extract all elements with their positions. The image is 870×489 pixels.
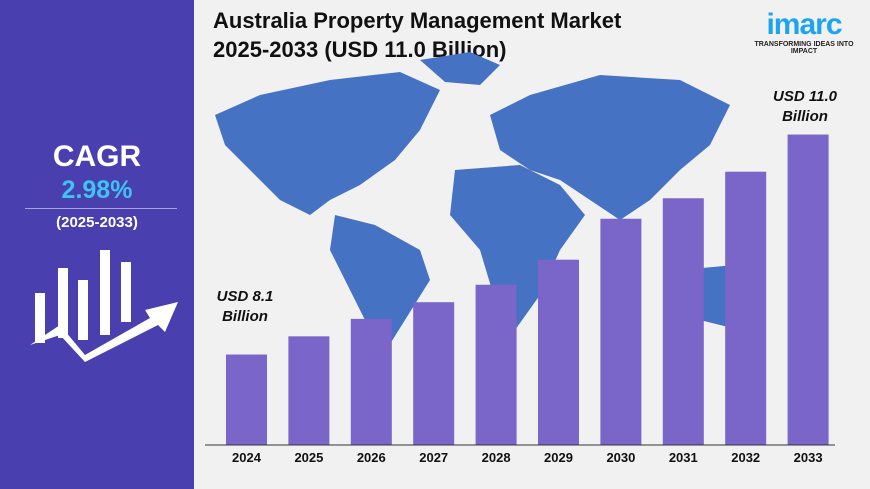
bar-2030	[600, 218, 642, 445]
x-tick-label: 2024	[232, 450, 262, 465]
bar-2024	[226, 354, 267, 445]
bar-2029	[538, 259, 579, 445]
x-tick-label: 2027	[419, 450, 448, 465]
end-annotation-line1: USD 11.0	[773, 88, 837, 105]
end-annotation-line2: Billion	[782, 108, 828, 125]
bar-2033	[787, 134, 829, 446]
x-tick-label: 2033	[794, 450, 823, 465]
imarc-logo: imarc TRANSFORMING IDEAS INTO IMPACT	[742, 8, 866, 55]
divider	[25, 208, 177, 209]
logo-text: imarc	[766, 8, 842, 41]
x-tick-label: 2032	[731, 450, 760, 465]
start-annotation: USD 8.1 Billion	[200, 287, 290, 327]
cagr-panel: CAGR 2.98% (2025-2033)	[0, 0, 194, 489]
bar-2025	[288, 336, 330, 445]
bar-2028	[475, 284, 517, 445]
cagr-period: (2025-2033)	[56, 214, 138, 231]
growth-chart-icon	[30, 250, 178, 362]
bar-2032	[725, 171, 767, 445]
x-tick-label: 2028	[482, 450, 511, 465]
bar-2027	[413, 302, 455, 445]
cagr-label: CAGR	[52, 140, 142, 173]
start-annotation-line1: USD 8.1	[216, 288, 274, 305]
x-tick-label: 2030	[606, 450, 635, 465]
x-tick-label: 2026	[357, 450, 386, 465]
x-tick-label: 2029	[544, 450, 573, 465]
cagr-value: 2.98%	[61, 176, 133, 204]
start-annotation-line2: Billion	[222, 308, 268, 325]
x-tick-label: 2031	[669, 450, 698, 465]
logo-tagline: TRANSFORMING IDEAS INTO IMPACT	[754, 41, 854, 55]
chart-title: Australia Property Management Market 202…	[213, 6, 621, 64]
x-tick-label: 2025	[294, 450, 323, 465]
bar-2031	[662, 198, 704, 445]
title-line-1: Australia Property Management Market	[213, 8, 622, 33]
end-annotation: USD 11.0 Billion	[760, 87, 850, 127]
bar-2026	[350, 318, 392, 445]
